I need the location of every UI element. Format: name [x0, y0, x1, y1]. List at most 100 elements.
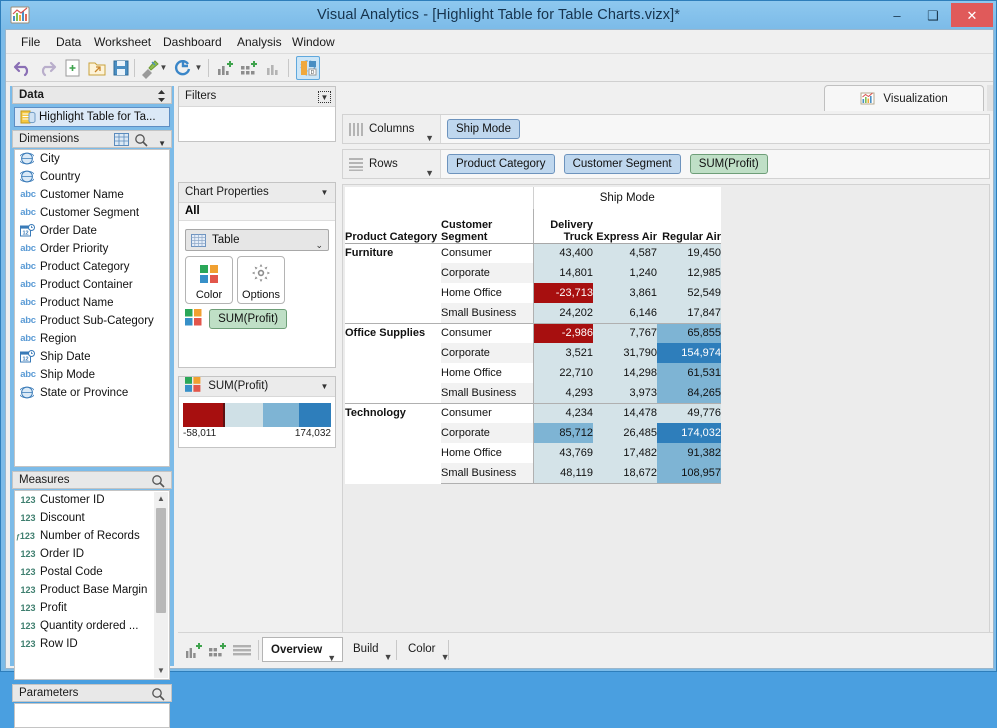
cell-value[interactable]: 65,855	[657, 322, 721, 343]
search-icon[interactable]	[151, 687, 166, 701]
field-country[interactable]: Country	[15, 168, 169, 186]
field-product-base-margin[interactable]: 123 Product Base Margin	[15, 581, 169, 599]
measures-list[interactable]: 123 Customer ID 123 Discount ƒ123 Number of…	[14, 490, 170, 680]
field-profit[interactable]: 123 Profit	[15, 599, 169, 617]
cell-value[interactable]: 6,146	[593, 303, 657, 323]
refresh-dropdown-icon[interactable]: ▼	[194, 63, 203, 72]
chevron-down-icon[interactable]: ▼	[440, 652, 450, 662]
cell-value[interactable]: 91,382	[657, 443, 721, 463]
cell-value[interactable]: 85,712	[532, 423, 593, 443]
pill-customer-segment[interactable]: Customer Segment	[563, 154, 681, 174]
field-order-id[interactable]: 123 Order ID	[15, 545, 169, 563]
cell-value[interactable]: 17,482	[593, 443, 657, 463]
new-worksheet-icon[interactable]	[214, 57, 236, 79]
cell-value[interactable]: 1,240	[593, 263, 657, 283]
open-folder-icon[interactable]	[86, 57, 108, 79]
cell-value[interactable]: 43,400	[532, 242, 593, 263]
field-city[interactable]: City	[15, 150, 169, 168]
field-discount[interactable]: 123 Discount	[15, 509, 169, 527]
parameters-list[interactable]	[14, 703, 170, 728]
cell-value[interactable]: 3,521	[532, 343, 593, 363]
menu-file[interactable]: File	[21, 35, 41, 49]
undo-icon[interactable]	[12, 57, 34, 79]
chevron-up-icon[interactable]: ▲	[157, 494, 165, 503]
field-product-category[interactable]: abc Product Category	[15, 258, 169, 276]
marks-pill-sum-profit[interactable]: SUM(Profit)	[209, 309, 288, 329]
menu-worksheet[interactable]: Worksheet	[94, 35, 152, 49]
cell-value[interactable]: 12,985	[657, 263, 721, 283]
cell-value[interactable]: -23,713	[532, 283, 593, 303]
save-icon[interactable]	[110, 57, 132, 79]
measures-scrollbar[interactable]: ▲ ▼	[154, 492, 168, 678]
menu-data[interactable]: Data	[56, 35, 82, 49]
cell-value[interactable]: 31,790	[593, 343, 657, 363]
chevron-down-icon[interactable]: ▼	[425, 168, 434, 178]
tabstrip-scroll[interactable]	[987, 85, 993, 111]
rows-shelf[interactable]: Rows ▼ Product Category Customer Segment…	[342, 149, 990, 179]
field-postal-code[interactable]: 123 Postal Code	[15, 563, 169, 581]
cell-value[interactable]: 14,801	[532, 263, 593, 283]
field-order-date[interactable]: 12 Order Date	[15, 222, 169, 240]
table-row[interactable]: Home Office -23,713 3,861 52,549	[345, 283, 721, 303]
new-worksheet-icon[interactable]	[184, 641, 204, 659]
table-row[interactable]: Small Business 24,202 6,146 17,847	[345, 303, 721, 323]
minimize-button[interactable]: –	[879, 3, 915, 27]
menu-window[interactable]: Window	[292, 35, 335, 49]
color-button[interactable]: Color	[185, 256, 233, 304]
cell-value[interactable]: 48,119	[532, 463, 593, 484]
cell-value[interactable]: 4,293	[532, 383, 593, 403]
mark-type-dropdown[interactable]: Table ⌄	[185, 229, 329, 251]
field-product-sub-category[interactable]: abc Product Sub-Category	[15, 312, 169, 330]
cell-value[interactable]: 49,776	[657, 402, 721, 423]
new-dashboard-icon[interactable]	[238, 57, 260, 79]
cell-value[interactable]: -2,986	[532, 322, 593, 343]
redo-icon[interactable]	[36, 57, 58, 79]
table-row[interactable]: Corporate 85,712 26,485 174,032	[345, 423, 721, 443]
cell-value[interactable]: 17,847	[657, 303, 721, 323]
chevron-down-icon[interactable]: ▼	[425, 133, 434, 143]
new-story-icon[interactable]	[232, 641, 252, 659]
chevron-down-icon[interactable]: ▼	[158, 139, 166, 148]
table-row[interactable]: Home Office 43,769 17,482 91,382	[345, 443, 721, 463]
menu-analysis[interactable]: Analysis	[237, 35, 282, 49]
field-product-name[interactable]: abc Product Name	[15, 294, 169, 312]
table-row[interactable]: Furniture Consumer 43,400 4,587 19,450	[345, 242, 721, 323]
search-icon[interactable]	[134, 133, 149, 147]
chevron-down-icon[interactable]: ▼	[327, 653, 337, 663]
field-customer-id[interactable]: 123 Customer ID	[15, 491, 169, 509]
cell-value[interactable]: 26,485	[593, 423, 657, 443]
field-product-container[interactable]: abc Product Container	[15, 276, 169, 294]
table-row[interactable]: Technology Consumer 4,234 14,478 49,776	[345, 402, 721, 483]
new-sheet-icon[interactable]	[62, 57, 84, 79]
field-customer-name[interactable]: abc Customer Name	[15, 186, 169, 204]
cell-value[interactable]: 52,549	[657, 283, 721, 303]
pill-sum-profit[interactable]: SUM(Profit)	[689, 154, 768, 174]
search-icon[interactable]	[151, 474, 166, 488]
field-quantity-ordered[interactable]: 123 Quantity ordered ...	[15, 617, 169, 635]
columns-shelf[interactable]: Columns ▼ Ship Mode	[342, 114, 990, 144]
data-source-item[interactable]: Highlight Table for Ta...	[14, 107, 170, 127]
cell-value[interactable]: 3,973	[593, 383, 657, 403]
cell-value[interactable]: 24,202	[532, 303, 593, 323]
table-row[interactable]: Corporate 3,521 31,790 154,974	[345, 343, 721, 363]
scrollbar-thumb[interactable]	[156, 508, 166, 613]
refresh-icon[interactable]	[172, 57, 194, 79]
cell-value[interactable]: 108,957	[657, 463, 721, 484]
chevron-down-icon[interactable]: ▼	[157, 666, 165, 675]
cell-value[interactable]: 4,587	[593, 242, 657, 263]
dimensions-list[interactable]: City Country abc Customer Name abc Custome…	[14, 149, 170, 467]
table-row[interactable]: Home Office 22,710 14,298 61,531	[345, 363, 721, 383]
show-visualization-icon[interactable]: D	[298, 57, 320, 79]
table-row[interactable]: Small Business 48,119 18,672 108,957	[345, 463, 721, 484]
grid-icon[interactable]	[114, 133, 129, 146]
chevron-down-icon[interactable]: ▼	[320, 382, 329, 391]
cell-value[interactable]: 4,234	[532, 402, 593, 423]
tab-color[interactable]: Color ▼	[400, 637, 455, 662]
pill-ship-mode[interactable]: Ship Mode	[447, 119, 520, 139]
new-story-icon[interactable]	[262, 57, 284, 79]
table-row[interactable]: Small Business 4,293 3,973 84,265	[345, 383, 721, 403]
field-row-id[interactable]: 123 Row ID	[15, 635, 169, 653]
field-ship-date[interactable]: 12 Ship Date	[15, 348, 169, 366]
chevron-down-icon[interactable]: ⌄	[315, 240, 323, 250]
chevron-down-icon[interactable]: ▼	[383, 652, 393, 662]
